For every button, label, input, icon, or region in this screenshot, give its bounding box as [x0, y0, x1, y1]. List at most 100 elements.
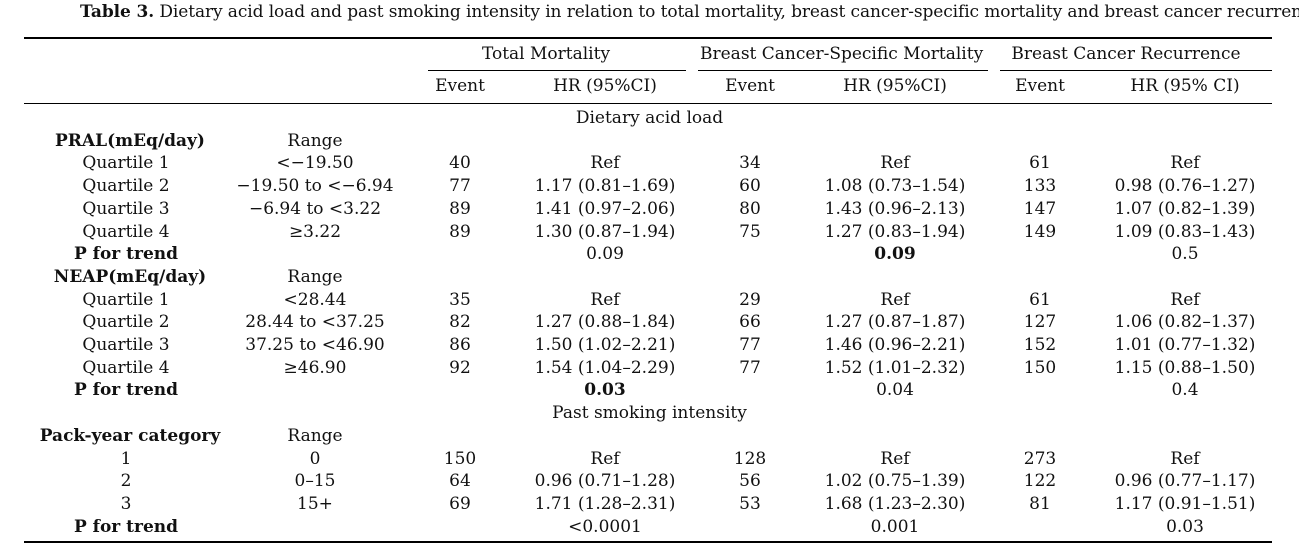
table-cell: 1.71 (1.28–2.31) — [534, 493, 676, 514]
row-range: <−19.50 — [276, 153, 354, 174]
header-bc-specific-mortality: Breast Cancer-Specific Mortality — [700, 44, 984, 64]
table-cell: 133 — [1023, 176, 1057, 197]
top-rule — [24, 37, 1272, 39]
row-label: Quartile 3 — [82, 198, 170, 219]
row-label: Quartile 2 — [82, 176, 170, 197]
table-cell: 1.02 (0.75–1.39) — [824, 471, 966, 492]
range-label: Range — [287, 130, 343, 151]
row-label: 1 — [120, 448, 132, 469]
table-cell: 89 — [449, 198, 471, 219]
table-cell: 1.68 (1.23–2.30) — [824, 493, 966, 514]
bottom-rule — [24, 541, 1272, 543]
row-range: −6.94 to <3.22 — [248, 198, 382, 219]
table-cell: 75 — [739, 221, 761, 242]
table-cell: Ref — [590, 448, 620, 469]
table-cell: 1.17 (0.91–1.51) — [1114, 493, 1256, 514]
table-cell: 53 — [739, 493, 761, 514]
table-row: Quartile 4 ≥46.90 92 1.54 (1.04–2.29) 77 1.52… — [0, 357, 1299, 379]
table-cell: 34 — [739, 153, 761, 174]
table-cell: 56 — [739, 471, 761, 492]
trend-value: <0.0001 — [568, 516, 642, 537]
subheader-event: Event — [435, 76, 485, 96]
section-title: Past smoking intensity — [552, 403, 747, 424]
table-row: Quartile 1 <28.44 35 Ref 29 Ref 61 Ref — [0, 289, 1299, 311]
row-label: 2 — [120, 471, 132, 492]
table-cell: 1.30 (0.87–1.94) — [534, 221, 676, 242]
table-cell: 1.54 (1.04–2.29) — [534, 357, 676, 378]
row-label: Quartile 4 — [82, 357, 170, 378]
table-row: 1 0 150 Ref 128 Ref 273 Ref — [0, 448, 1299, 470]
table-row: Quartile 2 −19.50 to <−6.94 77 1.17 (0.81–1… — [0, 175, 1299, 197]
table-row: Quartile 3 −6.94 to <3.22 89 1.41 (0.97–2.0… — [0, 198, 1299, 220]
row-range: 15+ — [297, 493, 333, 514]
block-label: NEAP(mEq/day) — [53, 266, 207, 287]
subheader-event: Event — [725, 76, 775, 96]
table-cell: 1.17 (0.81–1.69) — [534, 176, 676, 197]
table-cell: 150 — [443, 448, 477, 469]
table-cell: 60 — [739, 176, 761, 197]
trend-value: 0.4 — [1171, 380, 1199, 401]
block-label: PRAL(mEq/day) — [55, 130, 205, 151]
row-range: 0–15 — [294, 471, 336, 492]
trend-label: P for trend — [73, 380, 179, 401]
table-row: Quartile 4 ≥3.22 89 1.30 (0.87–1.94) 75 1.27 … — [0, 221, 1299, 243]
table-cell: 82 — [449, 312, 471, 333]
row-range: 37.25 to <46.90 — [245, 335, 385, 355]
table-cell: 77 — [449, 176, 471, 197]
caption-text: Dietary acid load and past smoking inten… — [154, 2, 1299, 22]
row-label: Quartile 3 — [82, 335, 170, 355]
table-cell: 1.01 (0.77–1.32) — [1114, 335, 1256, 355]
table-cell: 92 — [449, 357, 471, 378]
row-range: 0 — [309, 448, 321, 469]
row-label: Quartile 2 — [82, 312, 170, 333]
table-number: Table 3. — [80, 2, 155, 22]
table-cell: 64 — [449, 471, 471, 492]
header-underline-specific — [698, 70, 988, 71]
trend-value: 0.09 — [874, 244, 916, 265]
trend-value: 0.03 — [1166, 516, 1204, 537]
header-underline-recurrence — [1000, 70, 1272, 71]
table-cell: 149 — [1023, 221, 1057, 242]
table-cell: 80 — [739, 198, 761, 219]
table-cell: 1.52 (1.01–2.32) — [824, 357, 966, 378]
table-cell: 35 — [449, 289, 471, 310]
trend-value: 0.001 — [870, 516, 920, 537]
section-title: Dietary acid load — [575, 108, 724, 128]
row-range: ≥3.22 — [288, 221, 342, 242]
block-header-row: PRAL(mEq/day) Range — [0, 130, 1299, 152]
table-cell: Ref — [590, 289, 620, 310]
table-cell: Ref — [880, 289, 910, 310]
subheader-hr: HR (95% CI) — [1130, 76, 1240, 96]
table-cell: 1.50 (1.02–2.21) — [534, 335, 676, 355]
table-cell: Ref — [1170, 448, 1200, 469]
table-cell: 1.06 (0.82–1.37) — [1114, 312, 1256, 333]
trend-value: 0.04 — [876, 380, 914, 401]
table-row: Quartile 2 28.44 to <37.25 82 1.27 (0.88–1.… — [0, 311, 1299, 333]
table-cell: 61 — [1029, 289, 1051, 310]
table-row: 3 15+ 69 1.71 (1.28–2.31) 53 1.68 (1.23–2.30)… — [0, 493, 1299, 515]
table-cell: 273 — [1023, 448, 1057, 469]
row-label: Quartile 1 — [82, 153, 170, 174]
row-range: −19.50 to <−6.94 — [236, 176, 394, 197]
trend-label: P for trend — [73, 516, 179, 537]
table-cell: 1.08 (0.73–1.54) — [824, 176, 966, 197]
header-total-mortality: Total Mortality — [481, 44, 611, 64]
table-cell: Ref — [590, 153, 620, 174]
row-label: Quartile 1 — [82, 289, 170, 310]
table-cell: 0.98 (0.76–1.27) — [1114, 176, 1256, 197]
table-cell: 1.15 (0.88–1.50) — [1114, 357, 1256, 378]
trend-value: 0.09 — [586, 244, 624, 265]
table-cell: 0.96 (0.77–1.17) — [1114, 471, 1256, 492]
row-range: <28.44 — [283, 289, 347, 310]
table-cell: 86 — [449, 335, 471, 355]
table-cell: 127 — [1023, 312, 1057, 333]
table-caption: Table 3. Dietary acid load and past smok… — [80, 2, 1299, 23]
table-cell: 150 — [1023, 357, 1057, 378]
row-range: ≥46.90 — [283, 357, 347, 378]
table-cell: 0.96 (0.71–1.28) — [534, 471, 676, 492]
trend-value: 0.5 — [1171, 244, 1199, 265]
table-cell: Ref — [880, 153, 910, 174]
table-cell: 1.46 (0.96–2.21) — [824, 335, 966, 355]
header-underline-total — [428, 70, 686, 71]
table-cell: 122 — [1023, 471, 1057, 492]
